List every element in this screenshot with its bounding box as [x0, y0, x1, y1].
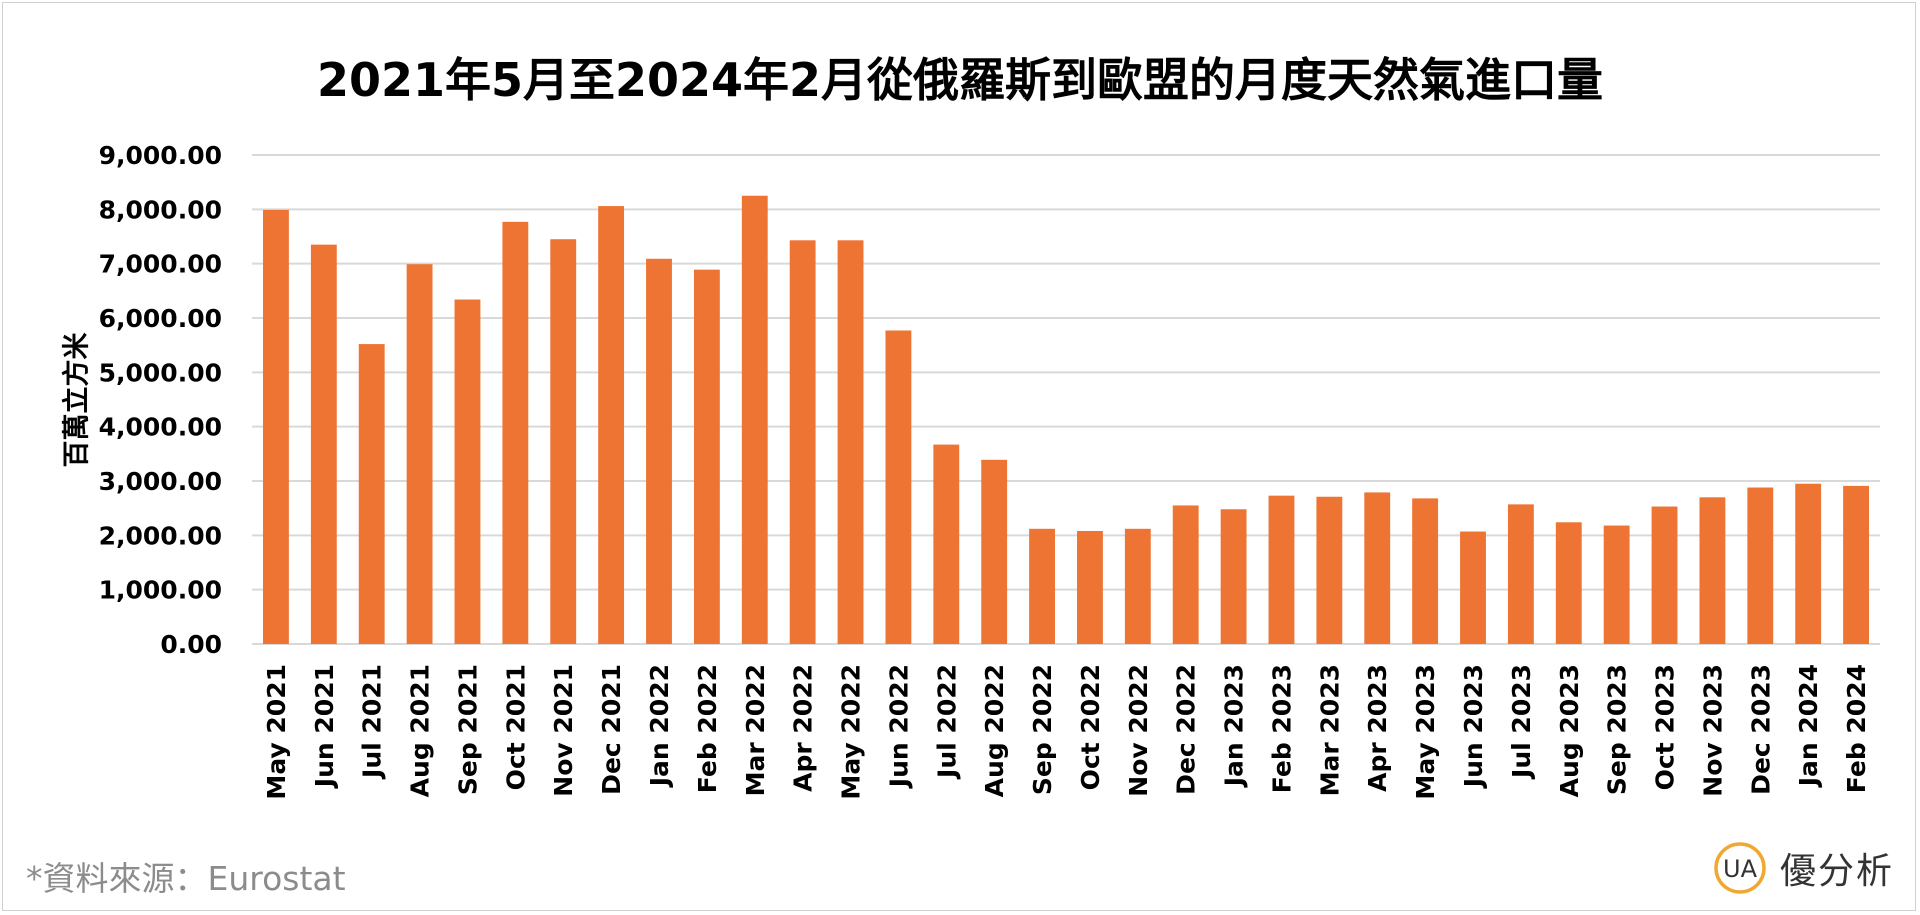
source-note: *資料來源：Eurostat [26, 859, 346, 898]
bar [1747, 487, 1774, 644]
bar [406, 264, 433, 644]
bar [1220, 509, 1247, 644]
x-tick-label: Mar 2023 [1315, 664, 1344, 796]
x-tick-label: Dec 2022 [1172, 664, 1201, 795]
x-tick-label: Jul 2023 [1507, 664, 1536, 780]
y-tick-label: 1,000.00 [99, 576, 222, 605]
x-tick-label: Aug 2022 [980, 664, 1009, 797]
y-tick-label: 7,000.00 [99, 250, 222, 279]
bar [598, 206, 625, 644]
bar [1843, 485, 1869, 644]
gridlines [252, 154, 1880, 645]
x-tick-label: Nov 2021 [549, 664, 578, 797]
bar [933, 444, 960, 644]
bar [358, 344, 385, 644]
x-tick-label: Nov 2022 [1124, 664, 1153, 797]
x-tick-label: Nov 2023 [1698, 664, 1727, 797]
x-tick-label: Oct 2023 [1651, 664, 1680, 790]
x-tick-label: Sep 2022 [1028, 664, 1057, 795]
x-tick-label: Oct 2022 [1076, 664, 1105, 790]
bar [550, 239, 577, 644]
x-tick-label: Dec 2021 [597, 664, 626, 795]
x-tick-label: Feb 2022 [693, 664, 722, 793]
bar [1077, 530, 1103, 644]
bar [1699, 497, 1726, 644]
bars [263, 195, 1869, 645]
x-tick-label: Aug 2021 [406, 664, 435, 797]
bar [1364, 492, 1391, 644]
x-tick-label: May 2023 [1411, 664, 1440, 800]
bar [1316, 496, 1343, 644]
bar [1795, 483, 1822, 644]
brand-mark: UA 優分析 [1712, 838, 1894, 898]
x-tick-label: Jun 2023 [1459, 664, 1488, 789]
x-tick-label: Apr 2022 [789, 664, 818, 792]
bar [885, 330, 912, 644]
bar [1555, 522, 1582, 644]
bar [837, 240, 864, 644]
bar [1029, 528, 1055, 644]
y-tick-label: 0.00 [160, 630, 222, 659]
bar [741, 195, 768, 644]
brand-logo-ring [1714, 842, 1766, 894]
chart-title: 2021年5月至2024年2月從俄羅斯到歐盟的月度天然氣進口量 [316, 53, 1604, 107]
y-tick-label: 3,000.00 [99, 467, 222, 496]
x-tick-label: Sep 2023 [1603, 664, 1632, 795]
y-axis-title: 百萬立方米 [61, 332, 93, 468]
x-tick-label: Jun 2021 [310, 664, 339, 789]
bar [310, 244, 337, 644]
bar [1172, 505, 1199, 644]
y-tick-label: 6,000.00 [99, 304, 222, 333]
x-tick-label: Jan 2022 [645, 664, 674, 788]
brand-logo-text: UA [1723, 855, 1758, 883]
x-tick-label: Jan 2024 [1794, 664, 1823, 788]
x-tick-label: Feb 2023 [1267, 664, 1296, 793]
x-tick-label: Feb 2024 [1842, 664, 1871, 793]
y-tick-label: 5,000.00 [99, 358, 222, 387]
bar [1460, 531, 1486, 644]
bar [1412, 498, 1439, 644]
bar [1124, 528, 1151, 644]
bar [502, 221, 529, 644]
x-tick-label: Jun 2022 [884, 664, 913, 789]
bar [263, 209, 289, 645]
y-tick-label: 9,000.00 [99, 141, 222, 170]
x-tick-label: Dec 2023 [1746, 664, 1775, 795]
x-axis-ticks: May 2021 Jun 2021 Jul 2021 Aug 2021 Sep 2021… [262, 664, 1871, 800]
y-axis-ticks: 0.00 1,000.00 2,000.00 3,000.00 4,000.00 5,00… [99, 141, 222, 659]
bar [981, 459, 1008, 644]
y-tick-label: 4,000.00 [99, 413, 222, 442]
x-tick-label: Oct 2021 [501, 664, 530, 790]
bar [1651, 506, 1678, 644]
x-tick-label: Sep 2021 [453, 664, 482, 795]
bar [454, 299, 481, 644]
x-tick-label: May 2021 [262, 664, 291, 800]
bar [1507, 504, 1534, 644]
x-tick-label: Jan 2023 [1220, 664, 1249, 788]
bar [1268, 495, 1295, 644]
bar [789, 240, 816, 644]
brand-logo-icon: UA [1714, 842, 1766, 894]
x-tick-label: May 2022 [837, 664, 866, 800]
x-tick-label: Jul 2022 [932, 664, 961, 780]
bar [1603, 525, 1630, 644]
x-tick-label: Mar 2022 [741, 664, 770, 796]
x-tick-label: Jul 2021 [358, 664, 387, 780]
x-tick-label: Aug 2023 [1555, 664, 1584, 797]
brand-name: 優分析 [1780, 851, 1895, 892]
x-tick-label: Apr 2023 [1363, 664, 1392, 792]
y-tick-label: 8,000.00 [99, 195, 222, 224]
bar [646, 258, 672, 644]
y-tick-label: 2,000.00 [99, 521, 222, 550]
bar [693, 269, 720, 644]
